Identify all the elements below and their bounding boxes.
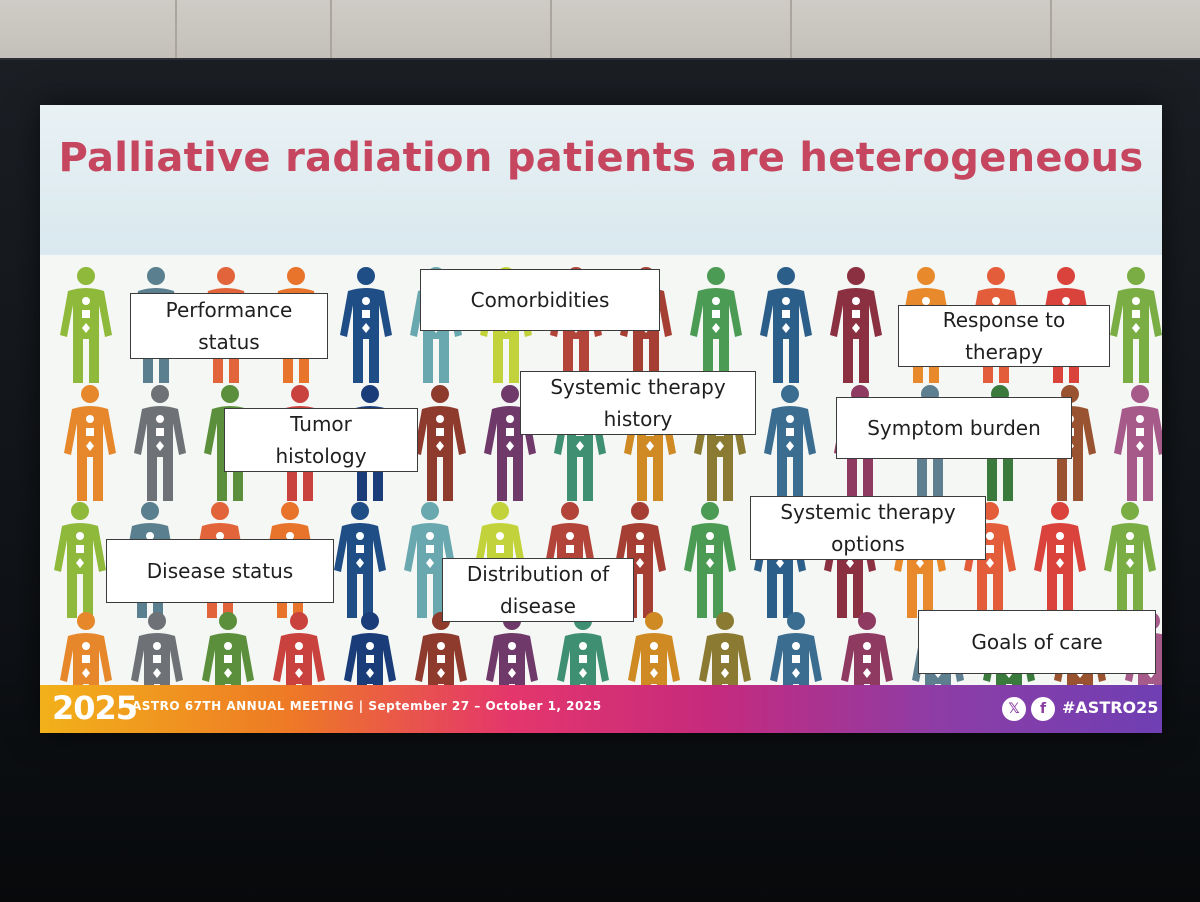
facebook-icon: f (1031, 697, 1055, 721)
person-figure (830, 267, 882, 383)
person-figure (334, 502, 386, 618)
label-disease-status: Disease status (106, 539, 334, 603)
label-systemic-therapy-history: Systemic therapy history (520, 371, 756, 435)
person-figure (684, 502, 736, 618)
meeting-banner: 2025 ASTRO 67TH ANNUAL MEETING | Septemb… (40, 685, 1162, 733)
ceiling-seam (790, 0, 792, 90)
label-comorbidities: Comorbidities (420, 269, 660, 331)
person-figure (1104, 502, 1156, 618)
person-figure (134, 385, 186, 501)
label-distribution-of-disease: Distribution of disease (442, 558, 634, 622)
person-figure (64, 385, 116, 501)
person-figure (1114, 385, 1162, 501)
person-figure (1034, 502, 1086, 618)
label-goals-of-care: Goals of care (918, 610, 1156, 674)
person-figure (690, 267, 742, 383)
label-symptom-burden: Symptom burden (836, 397, 1072, 459)
person-figure (760, 267, 812, 383)
person-figure (414, 385, 466, 501)
ceiling-seam (330, 0, 332, 90)
person-figure (340, 267, 392, 383)
ceiling-seam (550, 0, 552, 90)
person-figure (54, 502, 106, 618)
ceiling-seam (175, 0, 177, 90)
projection-screen: Palliative radiation patients are hetero… (40, 105, 1162, 733)
person-figure (60, 267, 112, 383)
label-tumor-histology: Tumor histology (224, 408, 418, 472)
astro-2025-logo: 2025 (52, 689, 138, 727)
label-systemic-therapy-options: Systemic therapy options (750, 496, 986, 560)
x-icon: 𝕏 (1002, 697, 1026, 721)
person-figure (764, 385, 816, 501)
label-response-to-therapy: Response to therapy (898, 305, 1110, 367)
meeting-info: ASTRO 67TH ANNUAL MEETING | September 27… (132, 699, 602, 713)
person-figure (1110, 267, 1162, 383)
ceiling-seam (1050, 0, 1052, 90)
label-performance-status: Performance status (130, 293, 328, 359)
title-band: Palliative radiation patients are hetero… (40, 105, 1162, 255)
slide-title: Palliative radiation patients are hetero… (58, 135, 1144, 181)
hashtag: #ASTRO25 (1062, 698, 1159, 717)
